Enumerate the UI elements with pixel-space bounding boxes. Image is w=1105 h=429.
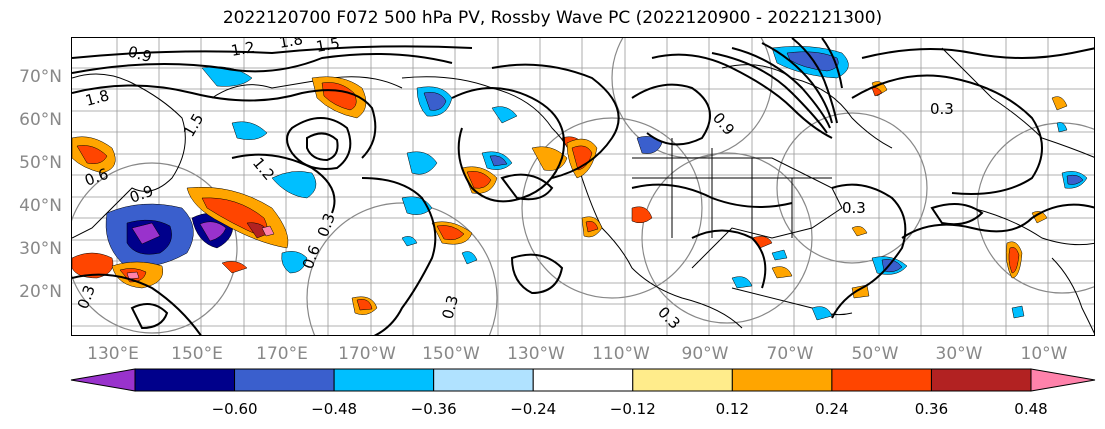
colorbar-extend-max [1030, 368, 1096, 392]
contour-label: 0.3 [842, 199, 866, 217]
colorbar-cell [433, 368, 534, 392]
figure-title: 2022120700 F072 500 hPa PV, Rossby Wave … [222, 8, 883, 28]
lon-label-50w: 50°W [851, 344, 899, 364]
lat-lon-grid [72, 38, 1094, 335]
contour-label: 0.9 [709, 109, 738, 139]
contour-label: 0.3 [930, 100, 954, 118]
contour-label: 1.8 [83, 86, 111, 110]
colorbar [70, 368, 1096, 392]
lon-label-150e: 150°E [171, 344, 223, 364]
lat-label-50n: 50°N [19, 153, 62, 173]
colorbar-tick-label: 0.12 [715, 400, 750, 418]
colorbar-cell [831, 368, 932, 392]
contour-label: 0.3 [314, 211, 339, 240]
map-canvas: 0.9 1.2 1.8 1.5 1.8 1.5 0.6 0.9 1.2 0.3 … [72, 38, 1094, 335]
lon-label-150w: 150°W [422, 344, 480, 364]
colorbar-cell [234, 368, 335, 392]
contour-label: 0.3 [654, 303, 684, 333]
lon-label-130w: 130°W [507, 344, 565, 364]
pv-anomaly-shading [72, 46, 1088, 321]
colorbar-tick-label: 0.24 [815, 400, 849, 418]
contour-label: 0.3 [74, 283, 99, 312]
coastlines [72, 47, 1094, 334]
map-panel: 0.9 1.2 1.8 1.5 1.8 1.5 0.6 0.9 1.2 0.3 … [71, 37, 1095, 336]
lat-label-20n: 20°N [19, 282, 62, 302]
lon-label-90w: 90°W [681, 344, 729, 364]
lon-label-70w: 70°W [766, 344, 814, 364]
colorbar-tick-label: −0.36 [410, 400, 457, 418]
contour-label: 0.3 [438, 293, 462, 321]
lat-label-70n: 70°N [19, 67, 62, 87]
colorbar-tick-label: −0.12 [609, 400, 656, 418]
colorbar-cell [134, 368, 236, 392]
lon-label-130e: 130°E [87, 344, 139, 364]
lon-label-170w: 170°W [338, 344, 396, 364]
lat-label-40n: 40°N [19, 196, 62, 216]
lat-label-60n: 60°N [19, 110, 62, 130]
colorbar-tick-label: −0.48 [311, 400, 358, 418]
lat-label-30n: 30°N [19, 239, 62, 259]
contour-label: 1.2 [230, 38, 257, 60]
lon-label-10w: 10°W [1020, 344, 1068, 364]
colorbar-tick-label: −0.60 [211, 400, 258, 418]
colorbar-cell [632, 368, 733, 392]
colorbar-cell [731, 368, 833, 392]
colorbar-cell [532, 368, 634, 392]
contour-label: 0.6 [299, 243, 324, 272]
contour-label: 0.9 [127, 182, 156, 207]
lon-label-170e: 170°E [256, 344, 308, 364]
colorbar-cell [333, 368, 435, 392]
contour-labels: 0.9 1.2 1.8 1.5 1.8 1.5 0.6 0.9 1.2 0.3 … [74, 38, 954, 333]
colorbar-extend-min [70, 368, 136, 392]
contour-label: 0.9 [126, 42, 154, 66]
colorbar-cell [930, 368, 1032, 392]
contour-label: 1.5 [315, 38, 342, 56]
colorbar-tick-label: 0.60 [1101, 400, 1105, 418]
lon-label-110w: 110°W [592, 344, 650, 364]
pv-contours [72, 38, 1094, 335]
lon-label-30w: 30°W [935, 344, 983, 364]
colorbar-tick-label: 0.48 [1014, 400, 1048, 418]
contour-label: 1.8 [278, 38, 305, 52]
contour-label: 1.5 [180, 110, 208, 140]
colorbar-tick-label: −0.24 [510, 400, 557, 418]
colorbar-tick-label: 0.36 [914, 400, 949, 418]
rossby-wave-circles [72, 38, 1094, 335]
